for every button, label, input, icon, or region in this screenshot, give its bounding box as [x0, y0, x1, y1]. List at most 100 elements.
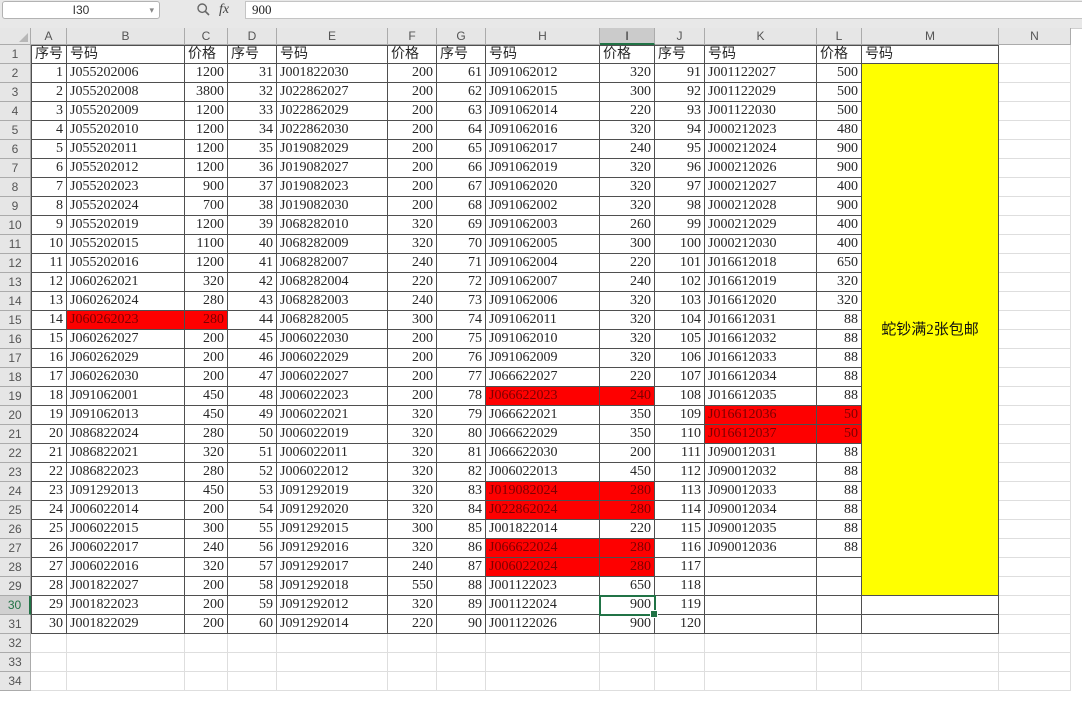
cell-C15[interactable]: 280 — [185, 311, 228, 330]
cell-D7[interactable]: 36 — [228, 159, 277, 178]
cell-E3[interactable]: J022862027 — [277, 83, 388, 102]
cell-D18[interactable]: 47 — [228, 368, 277, 387]
name-box-dropdown-icon[interactable]: ▾ — [149, 5, 154, 15]
cell-H6[interactable]: J091062017 — [486, 140, 600, 159]
cell-M31[interactable] — [862, 615, 999, 634]
cell-A15[interactable]: 14 — [31, 311, 67, 330]
cell-J32[interactable] — [655, 634, 705, 653]
cell-N21[interactable] — [999, 425, 1071, 444]
cell-H9[interactable]: J091062002 — [486, 197, 600, 216]
cell-G24[interactable]: 83 — [437, 482, 486, 501]
cell-I23[interactable]: 450 — [600, 463, 655, 482]
row-header-29[interactable]: 29 — [0, 577, 31, 596]
cell-D12[interactable]: 41 — [228, 254, 277, 273]
cell-L19[interactable]: 88 — [817, 387, 862, 406]
cell-E7[interactable]: J019082027 — [277, 159, 388, 178]
cell-F15[interactable]: 300 — [388, 311, 437, 330]
cell-N5[interactable] — [999, 121, 1071, 140]
cell-H20[interactable]: J066622021 — [486, 406, 600, 425]
cell-K16[interactable]: J016612032 — [705, 330, 817, 349]
cell-J14[interactable]: 103 — [655, 292, 705, 311]
cell-B13[interactable]: J060262021 — [67, 273, 185, 292]
cell-J21[interactable]: 110 — [655, 425, 705, 444]
cell-F8[interactable]: 200 — [388, 178, 437, 197]
cell-F3[interactable]: 200 — [388, 83, 437, 102]
cell-N20[interactable] — [999, 406, 1071, 425]
cell-L17[interactable]: 88 — [817, 349, 862, 368]
cell-J9[interactable]: 98 — [655, 197, 705, 216]
row-header-2[interactable]: 2 — [0, 64, 31, 83]
cell-N10[interactable] — [999, 216, 1071, 235]
cell-A17[interactable]: 16 — [31, 349, 67, 368]
cell-G31[interactable]: 90 — [437, 615, 486, 634]
cell-E14[interactable]: J068282003 — [277, 292, 388, 311]
row-header-32[interactable]: 32 — [0, 634, 31, 653]
cell-E31[interactable]: J091292014 — [277, 615, 388, 634]
column-header-G[interactable]: G — [437, 28, 486, 45]
cell-A5[interactable]: 4 — [31, 121, 67, 140]
cell-E10[interactable]: J068282010 — [277, 216, 388, 235]
cell-E5[interactable]: J022862030 — [277, 121, 388, 140]
cell-J23[interactable]: 112 — [655, 463, 705, 482]
cell-B29[interactable]: J001822027 — [67, 577, 185, 596]
row-header-27[interactable]: 27 — [0, 539, 31, 558]
row-header-6[interactable]: 6 — [0, 140, 31, 159]
cell-I2[interactable]: 320 — [600, 64, 655, 83]
cell-G28[interactable]: 87 — [437, 558, 486, 577]
cell-B30[interactable]: J001822023 — [67, 596, 185, 615]
cell-B18[interactable]: J060262030 — [67, 368, 185, 387]
cell-J2[interactable]: 91 — [655, 64, 705, 83]
cell-B9[interactable]: J055202024 — [67, 197, 185, 216]
cell-J12[interactable]: 101 — [655, 254, 705, 273]
cell-D14[interactable]: 43 — [228, 292, 277, 311]
cell-B17[interactable]: J060262029 — [67, 349, 185, 368]
cell-B34[interactable] — [67, 672, 185, 691]
cell-L13[interactable]: 320 — [817, 273, 862, 292]
cell-F25[interactable]: 320 — [388, 501, 437, 520]
cell-I20[interactable]: 350 — [600, 406, 655, 425]
row-header-18[interactable]: 18 — [0, 368, 31, 387]
cell-C8[interactable]: 900 — [185, 178, 228, 197]
cell-D32[interactable] — [228, 634, 277, 653]
cell-N12[interactable] — [999, 254, 1071, 273]
cell-C29[interactable]: 200 — [185, 577, 228, 596]
column-header-M[interactable]: M — [862, 28, 999, 45]
cell-G4[interactable]: 63 — [437, 102, 486, 121]
cell-C6[interactable]: 1200 — [185, 140, 228, 159]
cell-B21[interactable]: J086822024 — [67, 425, 185, 444]
cell-E20[interactable]: J006022021 — [277, 406, 388, 425]
cell-C19[interactable]: 450 — [185, 387, 228, 406]
cell-K2[interactable]: J001122027 — [705, 64, 817, 83]
cell-E19[interactable]: J006022023 — [277, 387, 388, 406]
cell-K21[interactable]: J016612037 — [705, 425, 817, 444]
cell-C13[interactable]: 320 — [185, 273, 228, 292]
cell-K22[interactable]: J090012031 — [705, 444, 817, 463]
cell-H16[interactable]: J091062010 — [486, 330, 600, 349]
cell-E30[interactable]: J091292012 — [277, 596, 388, 615]
column-header-B[interactable]: B — [67, 28, 185, 45]
cell-I3[interactable]: 300 — [600, 83, 655, 102]
cell-E6[interactable]: J019082029 — [277, 140, 388, 159]
column-header-K[interactable]: K — [705, 28, 817, 45]
cell-K12[interactable]: J016612018 — [705, 254, 817, 273]
row-header-24[interactable]: 24 — [0, 482, 31, 501]
cell-H24[interactable]: J019082024 — [486, 482, 600, 501]
row-header-16[interactable]: 16 — [0, 330, 31, 349]
cell-F27[interactable]: 320 — [388, 539, 437, 558]
cell-L34[interactable] — [817, 672, 862, 691]
cell-E18[interactable]: J006022027 — [277, 368, 388, 387]
cell-H30[interactable]: J001122024 — [486, 596, 600, 615]
cell-D21[interactable]: 50 — [228, 425, 277, 444]
row-header-28[interactable]: 28 — [0, 558, 31, 577]
cell-M33[interactable] — [862, 653, 999, 672]
cell-A30[interactable]: 29 — [31, 596, 67, 615]
row-header-33[interactable]: 33 — [0, 653, 31, 672]
cell-C11[interactable]: 1100 — [185, 235, 228, 254]
cell-H19[interactable]: J066622023 — [486, 387, 600, 406]
cell-E16[interactable]: J006022030 — [277, 330, 388, 349]
cell-L25[interactable]: 88 — [817, 501, 862, 520]
cell-J34[interactable] — [655, 672, 705, 691]
cell-H34[interactable] — [486, 672, 600, 691]
cell-G13[interactable]: 72 — [437, 273, 486, 292]
cell-F13[interactable]: 220 — [388, 273, 437, 292]
